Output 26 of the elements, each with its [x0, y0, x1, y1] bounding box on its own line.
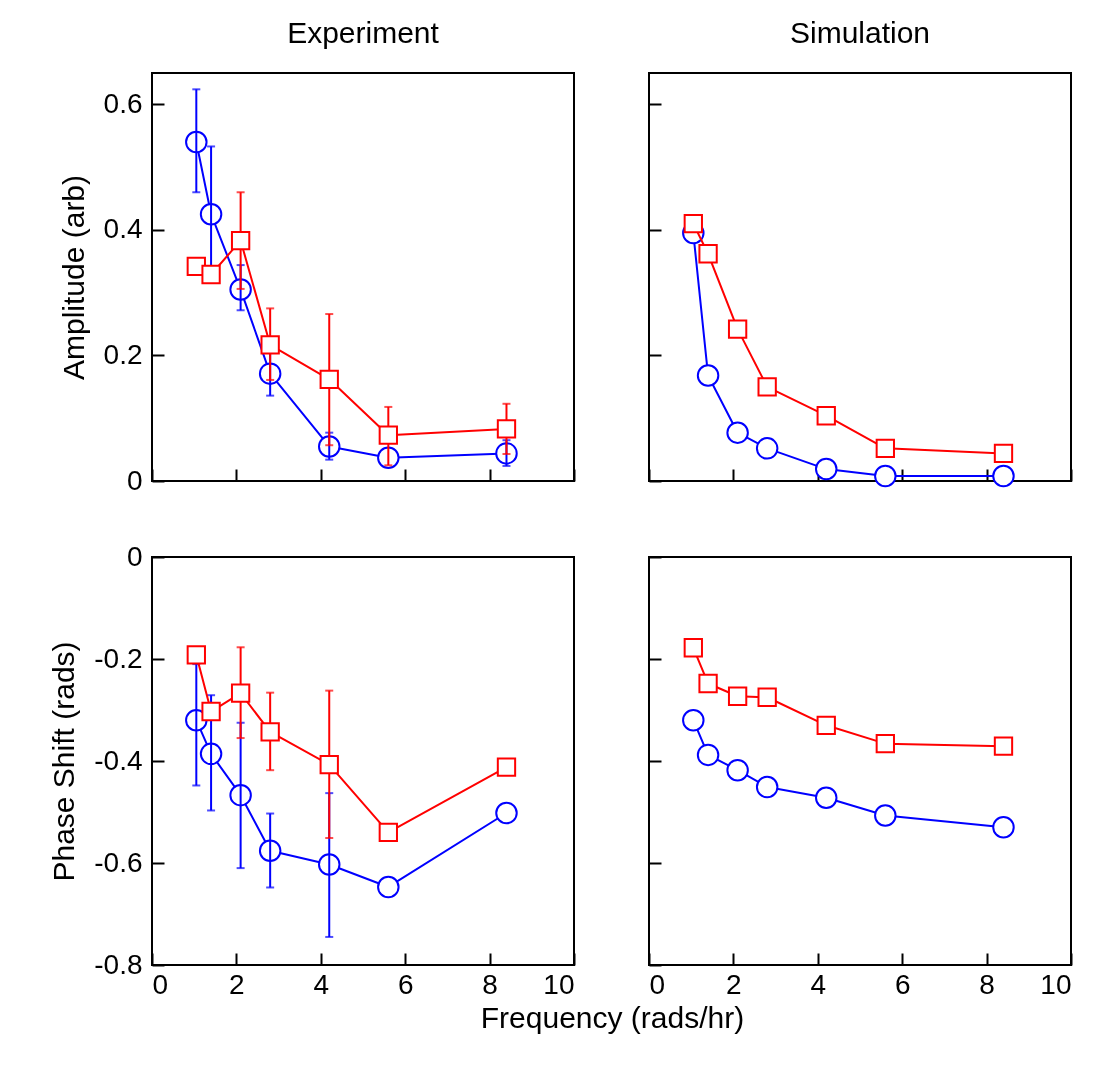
x-tick-label: 8: [979, 968, 995, 1000]
x-tick-label: 10: [1040, 968, 1072, 1000]
x-tick-label: 6: [397, 968, 414, 1000]
x-axis-title: Frequency (rads/hr): [480, 1000, 745, 1034]
x-tick-label: 0: [152, 968, 169, 1000]
x-tick-label: 4: [313, 968, 330, 1000]
x-tick-label: 0: [649, 968, 666, 1000]
y-tick-label: 0.6: [103, 87, 143, 119]
chart-title: Experiment: [287, 16, 440, 49]
y-axis-title: Amplitude (arb): [56, 174, 90, 381]
x-tick-label: 2: [229, 968, 245, 1000]
y-tick-label: 0: [126, 464, 143, 496]
x-tick-label: 10: [543, 968, 575, 1000]
x-tick-label: 4: [810, 968, 827, 1000]
x-tick-label: 2: [726, 968, 742, 1000]
y-tick-label: 0.2: [103, 338, 143, 370]
y-tick-label: -0.4: [94, 744, 143, 776]
x-tick-label: 8: [482, 968, 498, 1000]
chart-title: Simulation: [789, 16, 931, 49]
x-tick-label: 6: [894, 968, 911, 1000]
y-axis-title: Phase Shift (rads): [47, 641, 81, 882]
y-tick-label: -0.6: [94, 846, 143, 878]
y-tick-label: -0.8: [94, 948, 143, 980]
y-tick-label: -0.2: [94, 642, 143, 674]
y-tick-label: 0: [126, 540, 143, 572]
y-tick-label: 0.4: [103, 213, 143, 245]
